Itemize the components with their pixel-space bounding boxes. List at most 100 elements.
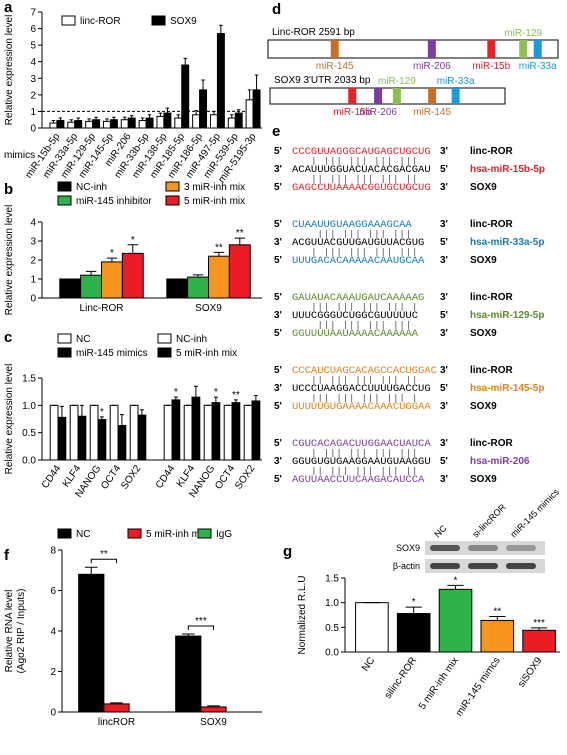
error-bar bbox=[234, 237, 246, 245]
error-bar bbox=[87, 118, 91, 122]
bar bbox=[228, 244, 251, 299]
x-tick-label: CD44 bbox=[40, 463, 64, 491]
sequence: CCCGUUAGGGCAUGAGCUGCUG bbox=[292, 146, 431, 158]
y-tick-label: 6 bbox=[30, 24, 36, 35]
prime-end: 3' bbox=[274, 456, 282, 467]
y-tick-label: 0 bbox=[30, 124, 36, 135]
y-tick-label: 1.5 bbox=[325, 574, 339, 585]
y-axis-label: Relative RNA level bbox=[4, 590, 15, 673]
panel-label: e bbox=[272, 123, 280, 140]
error-bar bbox=[112, 116, 116, 120]
significance-bracket bbox=[187, 625, 214, 631]
y-tick-label: 2 bbox=[50, 667, 56, 678]
bar bbox=[245, 99, 254, 129]
bar bbox=[227, 117, 236, 129]
error-bar bbox=[207, 705, 220, 707]
bar bbox=[102, 120, 111, 129]
bar bbox=[396, 613, 431, 653]
panel-label: b bbox=[4, 181, 13, 198]
prime-end: 3' bbox=[440, 292, 448, 303]
prime-end: 5' bbox=[274, 219, 282, 230]
error-bar bbox=[253, 394, 258, 401]
sequence: UUUGACACAAAAACAAUGCAA bbox=[292, 255, 425, 267]
y-tick-label: 3 bbox=[30, 237, 36, 248]
bar bbox=[59, 278, 82, 299]
error-bar bbox=[123, 116, 127, 120]
blot-band bbox=[430, 545, 460, 551]
legend-swatch bbox=[57, 195, 72, 206]
bar bbox=[156, 115, 165, 129]
legend-label: 3 miR-inh mix bbox=[184, 182, 245, 193]
error-bar bbox=[194, 110, 198, 115]
y-tick-label: 3 bbox=[30, 74, 36, 85]
binding-site bbox=[374, 88, 383, 104]
y-tick-label: 0 bbox=[50, 708, 56, 719]
sequence: UUUUUGUGAAAACAAACUGGAA bbox=[292, 401, 431, 413]
legend-label: NC-inh bbox=[76, 182, 107, 193]
prime-end: 5' bbox=[274, 182, 282, 193]
bar bbox=[80, 274, 103, 299]
x-tick-label: lincROR bbox=[98, 717, 135, 728]
binding-site bbox=[427, 40, 436, 58]
significance: ** bbox=[100, 549, 108, 560]
y-axis-label: Relative expression level bbox=[4, 364, 15, 475]
prime-end: 3' bbox=[440, 401, 448, 412]
legend-swatch bbox=[57, 347, 72, 358]
prime-end: 3' bbox=[440, 182, 448, 193]
site-label: miR-15b bbox=[333, 107, 371, 118]
prime-end: 5' bbox=[274, 255, 282, 266]
error-bar bbox=[230, 114, 234, 119]
legend-label: NC-inh bbox=[176, 334, 207, 345]
bar bbox=[174, 117, 183, 129]
panel-label: c bbox=[4, 329, 12, 346]
legend-label: miR-145 inhibitor bbox=[76, 196, 152, 207]
sequence: AGUUAACCUUCAAGACAUCCA bbox=[292, 474, 425, 486]
blot-lane-label: miR-145 mimics bbox=[508, 486, 561, 539]
error-bar bbox=[233, 399, 238, 403]
prime-end: 5' bbox=[440, 383, 448, 394]
prime-end: 5' bbox=[440, 164, 448, 175]
y-axis-label: Relative expression level bbox=[4, 205, 15, 316]
bar bbox=[78, 573, 105, 713]
y-tick-label: 1.0 bbox=[325, 598, 339, 609]
sequence-name: linc-ROR bbox=[470, 146, 514, 157]
legend-swatch bbox=[127, 528, 142, 539]
blot-band bbox=[468, 545, 498, 551]
error-bar bbox=[212, 110, 216, 115]
bar bbox=[522, 629, 556, 653]
legend-swatch bbox=[61, 15, 76, 26]
bar bbox=[137, 414, 147, 461]
error-bar bbox=[105, 118, 109, 122]
y-tick-label: 2 bbox=[30, 256, 36, 267]
error-bar bbox=[236, 109, 241, 114]
sequence-name: SOX9 bbox=[470, 182, 497, 193]
error-bar bbox=[489, 615, 506, 621]
y-tick-label: 0.0 bbox=[22, 456, 36, 467]
bar bbox=[97, 419, 107, 461]
error-bar bbox=[447, 584, 464, 590]
sequence-label: Linc-ROR 2591 bp bbox=[272, 27, 355, 38]
sequence-name: SOX9 bbox=[470, 401, 497, 412]
legend-label: 5 miR-inh mix bbox=[146, 529, 207, 540]
blot-band-label: SOX9 bbox=[396, 543, 420, 553]
panel-label: g bbox=[283, 543, 292, 560]
prime-end: 3' bbox=[274, 237, 282, 248]
significance: ** bbox=[493, 606, 501, 617]
bar bbox=[171, 399, 181, 461]
error-bar bbox=[158, 112, 163, 117]
x-tick-label: NC bbox=[360, 655, 377, 673]
bar bbox=[223, 404, 233, 461]
bar bbox=[234, 112, 243, 129]
legend-label: linc-ROR bbox=[80, 16, 121, 27]
sequence-bar bbox=[267, 39, 559, 59]
sequence-name: hsa-miR-206 bbox=[470, 456, 530, 467]
error-bar bbox=[99, 416, 104, 420]
bar bbox=[231, 402, 241, 461]
bar bbox=[199, 89, 208, 129]
sequence: UCCCUAAGGACCUUUUGACCUG bbox=[292, 383, 431, 395]
legend-label: 5 miR-inh mix bbox=[184, 196, 245, 207]
error-bar bbox=[192, 274, 204, 278]
bar bbox=[49, 122, 58, 129]
bar bbox=[117, 425, 127, 461]
legend-swatch bbox=[197, 528, 212, 539]
